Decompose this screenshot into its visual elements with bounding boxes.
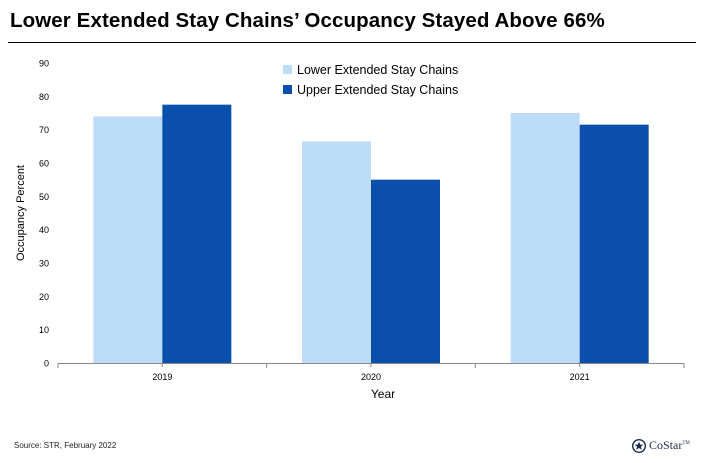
costar-star-icon: [632, 438, 646, 453]
bar-lower-2020: [302, 141, 371, 363]
legend-swatch-lower: [283, 65, 292, 74]
y-tick-label: 10: [39, 325, 49, 335]
y-axis-title: Occupancy Percent: [15, 165, 27, 261]
costar-logo: CoStarTM: [632, 438, 690, 453]
y-tick-label: 60: [39, 159, 49, 169]
x-tick-label: 2020: [361, 372, 381, 382]
y-tick-label: 50: [39, 192, 49, 202]
legend-label-lower: Lower Extended Stay Chains: [297, 63, 458, 77]
bar-upper-2020: [371, 179, 440, 363]
legend-swatch-upper: [283, 85, 292, 94]
y-tick-label: 30: [39, 259, 49, 269]
x-tick-label: 2021: [570, 372, 590, 382]
bar-upper-2019: [162, 104, 232, 364]
bar-upper-2021: [579, 124, 649, 364]
y-tick-label: 0: [44, 359, 49, 369]
logo-wordmark: CoStarTM: [649, 438, 690, 452]
y-tick-label: 40: [39, 225, 49, 235]
title-divider: [8, 42, 696, 43]
y-tick-label: 20: [39, 292, 49, 302]
y-tick-label: 80: [39, 92, 49, 102]
y-tick-label: 70: [39, 125, 49, 135]
bar-lower-2019: [93, 116, 163, 363]
source-note: Source: STR, February 2022: [14, 441, 117, 450]
legend-label-upper: Upper Extended Stay Chains: [297, 83, 458, 97]
bar-lower-2021: [510, 113, 580, 363]
page-title: Lower Extended Stay Chains’ Occupancy St…: [10, 9, 605, 32]
x-axis-title: Year: [371, 387, 395, 401]
y-tick-label: 90: [39, 59, 49, 69]
bar-chart: 0 10 20 30 40 50 60 70 80 90 2019 2020 2021 Year Occup…: [15, 59, 685, 401]
x-tick-label: 2019: [152, 372, 172, 382]
